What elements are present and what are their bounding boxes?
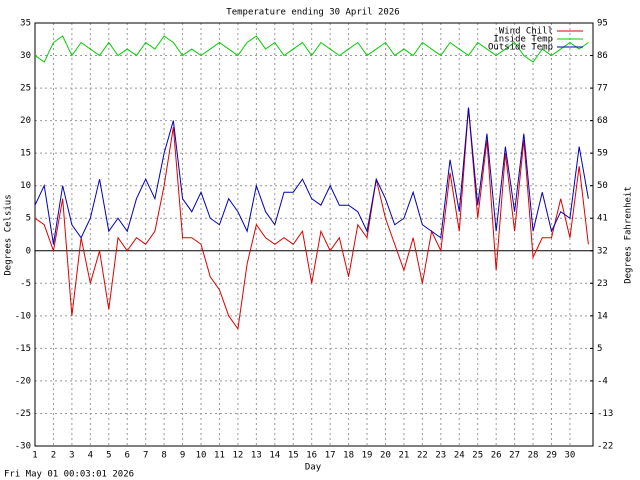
y-tick-label: -10 (15, 311, 31, 321)
y2-tick-label: 59 (597, 149, 608, 159)
footer: Fri May 01 00:03:01 2026 (4, 470, 134, 480)
y2-tick-label: -13 (597, 409, 613, 419)
x-tick-label: 2 (51, 451, 56, 461)
y-tick-label: 25 (20, 84, 31, 94)
y-tick-label: -15 (15, 344, 31, 354)
series-line (34, 107, 589, 245)
chart-title: Temperature ending 30 April 2026 (226, 8, 399, 18)
x-tick-label: 18 (343, 451, 354, 461)
y2-tick-label: 41 (597, 214, 608, 224)
x-tick-label: 19 (362, 451, 373, 461)
y2-tick-label: 32 (597, 246, 608, 256)
x-tick-label: 22 (417, 451, 428, 461)
y-tick-label: 20 (20, 116, 31, 126)
x-tick-label: 6 (125, 451, 130, 461)
series-line (34, 107, 589, 331)
x-tick-label: 3 (69, 451, 74, 461)
y-tick-label: 5 (26, 214, 31, 224)
y2-tick-label: 23 (597, 279, 608, 289)
y2-tick-label: 86 (597, 51, 608, 61)
x-tick-label: 4 (88, 451, 93, 461)
x-tick-label: 13 (251, 451, 262, 461)
x-tick-label: 12 (232, 451, 243, 461)
x-axis-label: Day (305, 463, 322, 473)
y-tick-label: 10 (20, 181, 31, 191)
x-tick-label: 30 (565, 451, 576, 461)
y-tick-label: -25 (15, 409, 31, 419)
x-tick-label: 14 (269, 451, 280, 461)
plot-frame (34, 22, 594, 447)
x-tick-label: 7 (143, 451, 148, 461)
legend-label: Outside Temp (488, 43, 553, 53)
x-tick-label: 23 (435, 451, 446, 461)
x-tick-label: 15 (288, 451, 299, 461)
x-tick-label: 11 (214, 451, 225, 461)
y-tick-label: -20 (15, 376, 31, 386)
x-tick-label: 29 (546, 451, 557, 461)
x-tick-label: 17 (325, 451, 336, 461)
x-tick-label: 16 (306, 451, 317, 461)
x-tick-label: 8 (161, 451, 166, 461)
y2-tick-label: -22 (597, 442, 613, 452)
y2-tick-label: -4 (597, 376, 608, 386)
y-tick-label: -5 (20, 279, 31, 289)
y2-tick-label: 50 (597, 181, 608, 191)
x-tick-label: 9 (180, 451, 185, 461)
legend-label: Inside Temp (493, 35, 553, 45)
x-tick-label: 21 (399, 451, 410, 461)
x-tick-label: 28 (528, 451, 539, 461)
x-tick-label: 27 (509, 451, 520, 461)
y2-axis-label: Degrees Fahrenheit (624, 186, 634, 284)
y-tick-label: 35 (20, 19, 31, 29)
y2-tick-label: 14 (597, 311, 608, 321)
series-line (34, 35, 589, 63)
legend-label: Wind Chill (499, 27, 553, 37)
y2-tick-label: 95 (597, 19, 608, 29)
x-tick-label: 10 (196, 451, 207, 461)
y2-tick-label: 5 (597, 344, 602, 354)
x-tick-label: 24 (454, 451, 465, 461)
y-tick-label: 30 (20, 51, 31, 61)
y2-tick-label: 77 (597, 84, 608, 94)
x-tick-label: 5 (106, 451, 111, 461)
y-axis-label: Degrees Celsius (4, 194, 14, 275)
x-tick-label: 1 (32, 451, 37, 461)
y-tick-label: 15 (20, 149, 31, 159)
y-tick-label: -30 (15, 442, 31, 452)
y-tick-label: 0 (26, 246, 31, 256)
x-tick-label: 26 (491, 451, 502, 461)
x-tick-label: 25 (472, 451, 483, 461)
y2-tick-label: 68 (597, 116, 608, 126)
x-tick-label: 20 (380, 451, 391, 461)
